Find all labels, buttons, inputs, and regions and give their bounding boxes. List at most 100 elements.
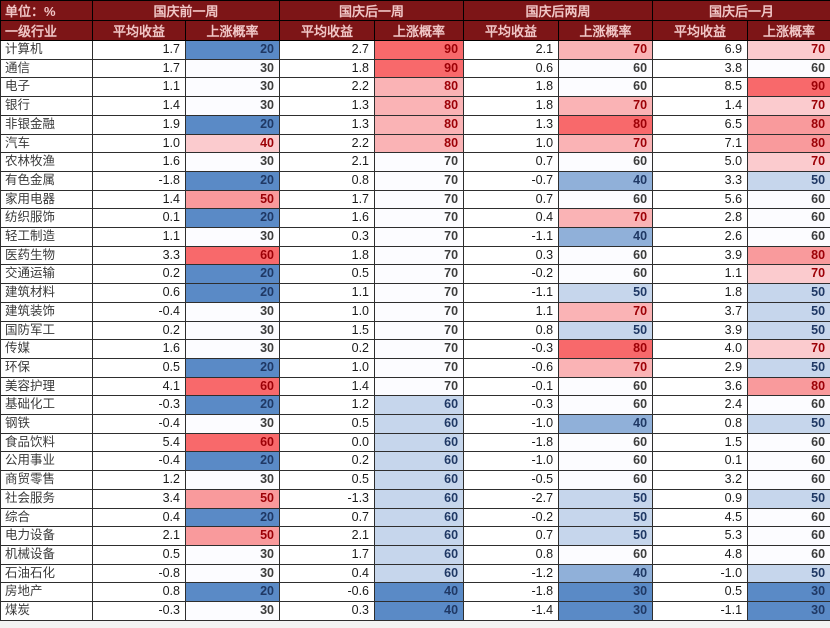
avg-return-cell: -1.0 (464, 452, 559, 471)
up-probability-cell: 80 (748, 115, 830, 134)
avg-return-cell: 3.9 (653, 246, 748, 265)
avg-return-cell: -0.4 (93, 302, 186, 321)
up-probability-cell: 60 (375, 396, 464, 415)
up-probability-cell: 80 (375, 97, 464, 116)
up-probability-cell: 60 (748, 228, 830, 247)
up-probability-cell: 30 (186, 545, 280, 564)
avg-return-cell: 3.2 (653, 471, 748, 490)
avg-return-cell: 0.6 (464, 59, 559, 78)
avg-return-cell: 0.4 (93, 508, 186, 527)
avg-return-cell: 0.8 (280, 171, 375, 190)
up-probability-cell: 30 (559, 602, 653, 621)
up-probability-cell: 70 (748, 265, 830, 284)
avg-return-cell: 2.2 (280, 134, 375, 153)
up-probability-cell: 40 (375, 583, 464, 602)
avg-return-cell: 3.4 (93, 489, 186, 508)
up-probability-cell: 30 (186, 78, 280, 97)
up-probability-cell: 60 (559, 190, 653, 209)
up-probability-cell: 30 (186, 471, 280, 490)
up-probability-cell: 60 (375, 545, 464, 564)
avg-return-cell: 0.0 (280, 433, 375, 452)
up-probability-cell: 30 (186, 602, 280, 621)
up-probability-cell: 30 (748, 602, 830, 621)
industry-cell: 社会服务 (1, 489, 93, 508)
up-probability-cell: 40 (375, 602, 464, 621)
avg-return-cell: 0.5 (93, 545, 186, 564)
avg-return-cell: 0.8 (464, 545, 559, 564)
avg-return-cell: 0.7 (280, 508, 375, 527)
up-probability-cell: 20 (186, 115, 280, 134)
avg-return-cell: 7.1 (653, 134, 748, 153)
avg-return-cell: 1.1 (653, 265, 748, 284)
up-probability-cell: 50 (559, 508, 653, 527)
avg-return-cell: 5.4 (93, 433, 186, 452)
up-probability-cell: 60 (375, 433, 464, 452)
avg-return-cell: 0.2 (280, 452, 375, 471)
up-probability-cell: 60 (748, 396, 830, 415)
up-probability-cell: 30 (186, 340, 280, 359)
avg-return-cell: -1.2 (464, 564, 559, 583)
up-probability-cell: 70 (748, 153, 830, 172)
avg-return-cell: 1.0 (280, 302, 375, 321)
avg-return-cell: 0.8 (464, 321, 559, 340)
industry-cell: 非银金融 (1, 115, 93, 134)
up-probability-cell: 20 (186, 396, 280, 415)
up-probability-cell: 30 (186, 228, 280, 247)
avg-return-cell: 2.9 (653, 358, 748, 377)
up-probability-cell: 60 (559, 471, 653, 490)
up-probability-cell: 30 (186, 415, 280, 434)
avg-return-cell: 3.3 (653, 171, 748, 190)
avg-return-cell: -0.4 (93, 415, 186, 434)
up-probability-cell: 30 (186, 97, 280, 116)
up-probability-cell: 50 (186, 489, 280, 508)
up-probability-cell: 60 (748, 59, 830, 78)
period-header-pre-week: 国庆前一周 (93, 1, 280, 21)
avg-return-cell: 2.1 (464, 41, 559, 60)
up-probability-cell: 20 (186, 171, 280, 190)
avg-return-cell: -0.7 (464, 171, 559, 190)
up-probability-cell: 20 (186, 284, 280, 303)
up-probability-cell: 50 (748, 415, 830, 434)
avg-return-cell: 2.1 (280, 153, 375, 172)
up-probability-cell: 70 (748, 41, 830, 60)
up-probability-cell: 50 (559, 489, 653, 508)
up-probability-cell: 60 (748, 433, 830, 452)
avg-return-cell: 1.4 (93, 190, 186, 209)
avg-return-cell: -0.2 (464, 265, 559, 284)
avg-return-cell: -1.0 (464, 415, 559, 434)
up-probability-cell: 70 (559, 97, 653, 116)
industry-cell: 交通运输 (1, 265, 93, 284)
up-probability-cell: 30 (559, 583, 653, 602)
industry-cell: 石油石化 (1, 564, 93, 583)
avg-return-cell: 2.8 (653, 209, 748, 228)
up-probability-cell: 70 (748, 340, 830, 359)
up-probability-cell: 60 (375, 452, 464, 471)
avg-return-cell: -0.6 (464, 358, 559, 377)
up-probability-cell: 60 (375, 415, 464, 434)
industry-cell: 食品饮料 (1, 433, 93, 452)
avg-return-cell: 0.5 (280, 471, 375, 490)
up-probability-cell: 70 (559, 358, 653, 377)
industry-cell: 煤炭 (1, 602, 93, 621)
industry-cell: 房地产 (1, 583, 93, 602)
avg-return-cell: 1.3 (464, 115, 559, 134)
up-probability-cell: 60 (559, 545, 653, 564)
up-probability-cell: 70 (375, 321, 464, 340)
period-header-post-week: 国庆后一周 (280, 1, 464, 21)
up-probability-cell: 20 (186, 41, 280, 60)
avg-return-cell: 0.7 (464, 153, 559, 172)
industry-cell: 医药生物 (1, 246, 93, 265)
avg-return-cell: 1.3 (280, 115, 375, 134)
